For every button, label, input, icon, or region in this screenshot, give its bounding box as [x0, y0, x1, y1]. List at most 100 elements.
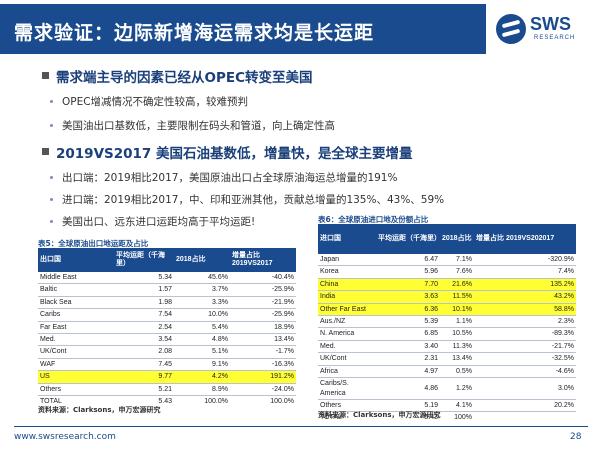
cell-name: India [318, 290, 376, 304]
cell-share: 10.0% [174, 308, 230, 322]
cell-share: 10.1% [440, 303, 474, 317]
cell-distance: 6.36 [376, 303, 440, 317]
table-row: Other Far East 6.36 10.1% 58.8% [318, 303, 576, 317]
cell-share: 7.1% [440, 254, 474, 267]
cell-increment: 2.3% [474, 315, 576, 329]
sws-logo: SWS RESEARCH [496, 12, 596, 48]
cell-increment: -89.3% [474, 327, 576, 341]
cell-increment: -4.6% [474, 365, 576, 379]
cell-increment: -320.9% [474, 254, 576, 267]
table-row: Aus./NZ 5.39 1.1% 2.3% [318, 315, 576, 329]
table-row: Others 5.19 4.1% 20.2% [318, 399, 576, 413]
cell-share: 8.9% [174, 383, 230, 397]
table-row: China 7.70 21.6% 135.2% [318, 278, 576, 292]
table-row: Baltic 1.57 3.7% -25.9% [38, 283, 296, 297]
col-header: 平均运距（千海里） [376, 224, 441, 254]
cell-distance: 4.97 [376, 365, 440, 379]
table-row: TOTAL 5.43 100.0% 100.0% [38, 396, 296, 408]
table-row: TOTAL 5.43 100% [318, 412, 576, 424]
table-row: Med. 3.40 11.3% -21.7% [318, 340, 576, 354]
logo-text: SWS [530, 14, 572, 34]
cell-increment: 13.4% [230, 333, 296, 347]
cell-increment: -16.3% [230, 358, 296, 372]
cell-distance: 5.96 [376, 265, 440, 279]
table-row: UK/Cont 2.08 5.1% -1.7% [38, 345, 296, 359]
cell-share: 4.2% [174, 370, 230, 384]
cell-distance: 3.63 [376, 290, 440, 304]
section-heading-2: 2019VS2017 美国石油基数低，增量快，是全球主要增量 [56, 146, 413, 162]
table-row: Med. 3.54 4.8% 13.4% [38, 333, 296, 347]
cell-increment: -1.7% [230, 345, 296, 359]
footer-divider [14, 426, 588, 427]
cell-increment: -32.5% [474, 352, 576, 366]
square-bullet-icon [42, 72, 49, 79]
cell-distance: 5.34 [114, 272, 174, 285]
table-row: Japan 6.47 7.1% -320.9% [318, 254, 576, 267]
cell-distance: 2.54 [114, 321, 174, 335]
cell-share: 0.5% [440, 365, 474, 379]
cell-share: 5.1% [174, 345, 230, 359]
export-table: 出口国 平均运距（千海里） 2018占比 增量占比 2019VS2017 Mid… [38, 248, 296, 407]
cell-share: 45.6% [174, 272, 230, 285]
cell-name: Other Far East [318, 303, 376, 317]
cell-increment: 7.4% [474, 265, 576, 279]
section-heading-1: 需求端主导的因素已经从OPEC转变至美国 [56, 70, 313, 86]
cell-name: WAF [38, 358, 114, 372]
cell-share: 3.3% [174, 296, 230, 310]
table-row: Caribs 7.54 10.0% -25.9% [38, 308, 296, 322]
cell-share: 10.5% [440, 327, 474, 341]
col-header: 出口国 [38, 248, 114, 272]
logo-subtext: RESEARCH [534, 35, 576, 41]
export-table-body: Middle East 5.34 45.6% -40.4% Baltic 1.57 3.7%… [38, 272, 296, 407]
cell-distance: 7.45 [114, 358, 174, 372]
cell-increment: -25.9% [230, 283, 296, 297]
cell-distance: 5.39 [376, 315, 440, 329]
cell-name: Korea [318, 265, 376, 279]
col-header: 平均运距（千海里） [114, 248, 174, 272]
import-table-body: Japan 6.47 7.1% -320.9% Korea 5.96 7.6% 7.4% Chi… [318, 254, 576, 424]
cell-name: Others [38, 383, 114, 397]
cell-share: 11.3% [440, 340, 474, 354]
cell-share: 1.2% [440, 377, 474, 401]
cell-distance: 6.85 [376, 327, 440, 341]
cell-distance: 2.31 [376, 352, 440, 366]
cell-name: N. America [318, 327, 376, 341]
cell-name: Baltic [38, 283, 114, 297]
cell-share: 9.1% [174, 358, 230, 372]
cell-increment: 135.2% [474, 278, 576, 292]
cell-name: US [38, 370, 114, 384]
cell-share: 4.1% [440, 399, 474, 413]
cell-name: Caribs [38, 308, 114, 322]
cell-name: China [318, 278, 376, 292]
cell-increment: 20.2% [474, 399, 576, 413]
cell-name: Japan [318, 254, 376, 267]
table-row: Caribs/S. America 4.86 1.2% 3.0% [318, 377, 576, 401]
cell-distance: 1.57 [114, 283, 174, 297]
table-row: US 9.77 4.2% 191.2% [38, 370, 296, 384]
cell-increment: -21.9% [230, 296, 296, 310]
cell-increment: -25.9% [230, 308, 296, 322]
cell-distance: 4.86 [376, 377, 440, 401]
cell-distance: 7.70 [376, 278, 440, 292]
cell-name: UK/Cont [318, 352, 376, 366]
cell-distance: 7.54 [114, 308, 174, 322]
bullet-text: 美国出口、远东进口运距均高于平均运距! [62, 216, 256, 228]
slide-footer: www.swsresearch.com 28 [0, 424, 600, 450]
cell-name: Med. [318, 340, 376, 354]
cell-increment: -24.0% [230, 383, 296, 397]
cell-name: TOTAL [320, 414, 342, 422]
cell-distance: 5.43 [424, 414, 438, 422]
table-row: Black Sea 1.98 3.3% -21.9% [38, 296, 296, 310]
cell-name: Black Sea [38, 296, 114, 310]
cell-distance: 2.08 [114, 345, 174, 359]
page-number: 28 [570, 432, 582, 442]
table-row: Korea 5.96 7.6% 7.4% [318, 265, 576, 279]
cell-increment [474, 412, 576, 424]
table6-source: 资料来源：Clarksons，申万宏源研究 [318, 411, 441, 419]
table-row: India 3.63 11.5% 43.2% [318, 290, 576, 304]
cell-share: 5.4% [174, 321, 230, 335]
cell-share: 4.8% [174, 333, 230, 347]
slide-title: 需求验证：边际新增海运需求均是长运距 [14, 22, 375, 44]
footer-url: www.swsresearch.com [14, 432, 116, 442]
bullet-text: 进口端：2019相比2017，中、印和亚洲其他，贡献总增量的135%、43%、5… [62, 194, 445, 206]
